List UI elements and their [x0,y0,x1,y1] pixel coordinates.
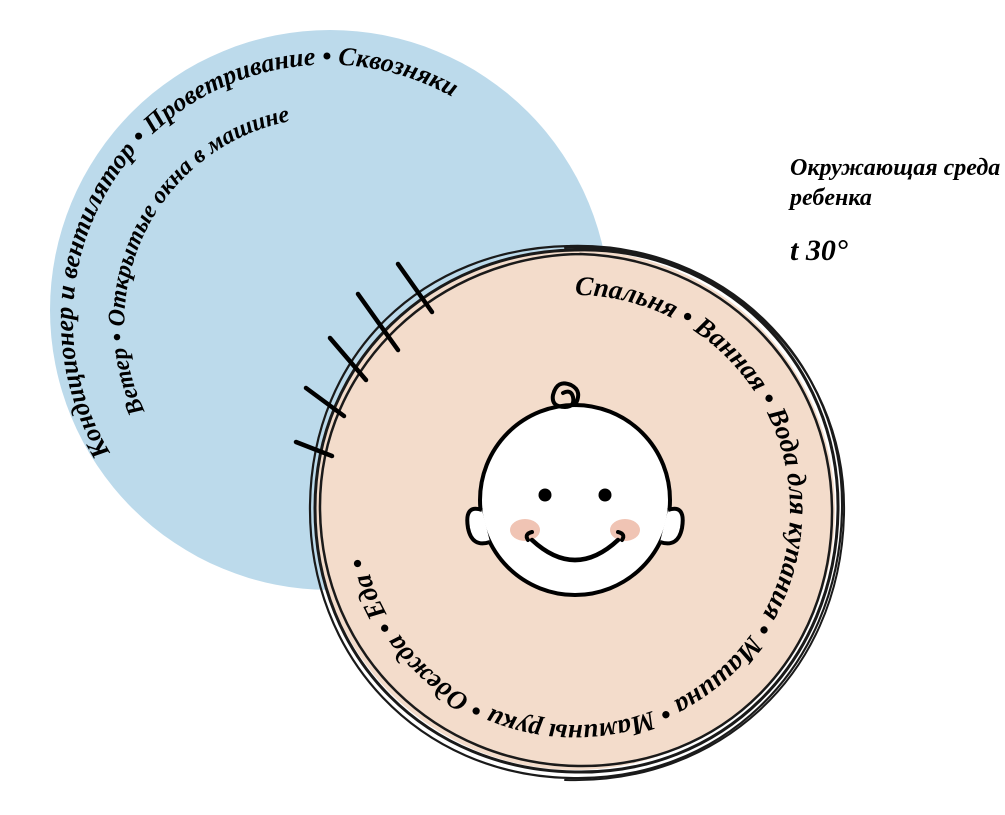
title-temp: t 30° [790,234,848,267]
title-line2: ребенка [788,185,872,211]
title-block: Окружающая среда ребенка t 30° [788,155,1000,267]
title-line1: Окружающая среда [790,155,1000,181]
